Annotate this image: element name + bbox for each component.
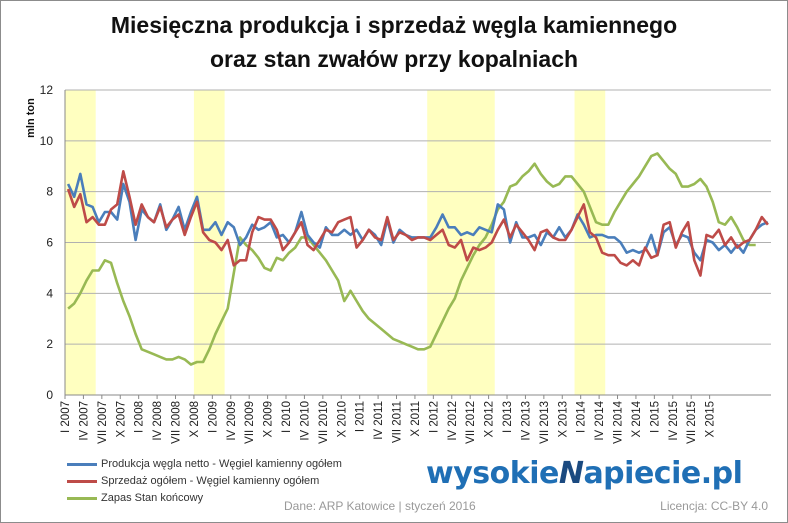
y-tick-label: 12: [40, 83, 54, 97]
x-tick-label: X 2014: [631, 400, 643, 437]
x-tick-label: X 2013: [557, 401, 569, 437]
x-tick-label: I 2012: [428, 401, 440, 433]
chart-title: Miesięczna produkcja i sprzedaż węgla ka…: [0, 8, 788, 76]
brand-logo: wysokieNapiecie.pl: [426, 456, 743, 491]
x-tick-label: I 2015: [649, 401, 661, 433]
legend-label-stock: Zapas Stan końcowy: [101, 492, 204, 504]
x-tick-label: VII 2014: [613, 400, 625, 443]
x-tick-label: X 2009: [263, 401, 275, 437]
x-tick-label: X 2012: [484, 401, 496, 437]
x-tick-label: VII 2008: [171, 401, 183, 444]
legend-swatch-sales: [67, 479, 97, 483]
x-tick-label: VII 2013: [539, 401, 551, 444]
legend-item-production: Produkcja węgla netto - Węgiel kamienny …: [67, 458, 342, 470]
x-tick-label: IV 2014: [594, 400, 606, 440]
x-tick-label: VII 2009: [244, 401, 256, 444]
x-tick-label: I 2008: [134, 401, 146, 433]
x-tick-label: I 2007: [60, 401, 72, 433]
x-tick-label: VII 2010: [318, 401, 330, 444]
x-tick-labels: I 2007 IV 2007 VII 2007 X 2007 I 2008 IV 2008…: [60, 400, 717, 443]
y-tick-label: 0: [46, 388, 53, 402]
y-tick-label: 6: [46, 236, 53, 250]
legend-item-sales: Sprzedaż ogółem - Węgiel kamienny ogółem: [67, 475, 319, 487]
series-line-0: [66, 172, 769, 262]
y-tick-label: 4: [46, 286, 53, 300]
chart-title-line1: Miesięczna produkcja i sprzedaż węgla ka…: [110, 12, 678, 38]
legend-item-stock: Zapas Stan końcowy: [67, 492, 203, 504]
y-tick-labels: 0 2 4 6 8 10 12: [40, 83, 54, 402]
legend-label-sales: Sprzedaż ogółem - Węgiel kamienny ogółem: [101, 475, 320, 487]
legend-swatch-production: [67, 462, 97, 466]
x-tick-label: I 2009: [207, 401, 219, 433]
x-tick-label: VII 2015: [686, 401, 698, 444]
y-tick-label: 2: [46, 337, 53, 351]
x-tick-label: I 2013: [502, 401, 514, 433]
x-tick-label: I 2014: [576, 400, 588, 433]
x-tick-label: IV 2011: [373, 401, 385, 440]
series-line-1: [66, 170, 769, 277]
x-tick-label: X 2007: [115, 401, 127, 437]
x-tick-label: IV 2010: [299, 401, 311, 441]
brand-logo-part2: apiecie.pl: [583, 456, 743, 491]
x-tick-label: X 2008: [189, 401, 201, 437]
axes: [64, 90, 771, 399]
y-axis-label: mln ton: [25, 98, 37, 138]
x-tick-label: I 2011: [355, 401, 367, 432]
series-line-2: [67, 152, 756, 366]
series-lines: [66, 152, 769, 366]
legend-swatch-stock: [67, 496, 97, 500]
y-tick-label: 10: [40, 134, 54, 148]
x-tick-label: IV 2013: [520, 401, 532, 441]
x-tick-label: X 2011: [410, 401, 422, 437]
x-tick-label: IV 2009: [226, 401, 238, 441]
x-tick-label: IV 2007: [78, 401, 90, 441]
x-tick-label: IV 2012: [447, 401, 459, 441]
x-tick-label: X 2015: [705, 401, 717, 437]
chart-title-line2: oraz stan zwałów przy kopalniach: [209, 46, 579, 72]
x-tick-label: VII 2007: [97, 401, 109, 444]
brand-logo-part1: wysokie: [426, 456, 559, 491]
source-note: Dane: ARP Katowice | styczeń 2016: [284, 499, 476, 513]
lightning-bolt-icon: N: [558, 456, 584, 491]
x-tick-label: VII 2012: [465, 401, 477, 444]
legend-label-production: Produkcja węgla netto - Węgiel kamienny …: [101, 458, 342, 470]
y-tick-label: 8: [46, 185, 53, 199]
x-tick-label: IV 2008: [152, 401, 164, 441]
license-note: Licencja: CC-BY 4.0: [660, 499, 768, 513]
x-tick-label: X 2010: [336, 401, 348, 437]
x-tick-label: IV 2015: [668, 401, 680, 441]
x-tick-label: VII 2011: [392, 401, 404, 443]
x-tick-label: I 2010: [281, 401, 293, 433]
